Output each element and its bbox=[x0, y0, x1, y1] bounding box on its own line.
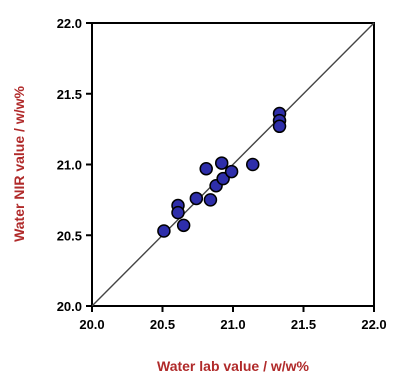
data-points bbox=[157, 106, 287, 238]
y-tick-label: 21.0 bbox=[57, 158, 82, 173]
y-tick-label: 20.5 bbox=[57, 228, 82, 243]
y-tick-label: 21.5 bbox=[57, 87, 82, 102]
x-axis-title: Water lab value / w/w% bbox=[157, 358, 310, 374]
x-tick-label: 22.0 bbox=[361, 317, 386, 332]
data-point bbox=[199, 161, 213, 176]
data-point bbox=[224, 164, 239, 179]
y-axis-ticks: 20.0 20.5 21.0 21.5 22.0 bbox=[57, 16, 92, 314]
data-point bbox=[171, 205, 185, 220]
data-point bbox=[203, 193, 218, 207]
y-tick-label: 22.0 bbox=[57, 16, 82, 31]
x-tick-label: 20.5 bbox=[150, 317, 175, 332]
reference-line bbox=[91, 22, 375, 307]
x-tick-label: 21.0 bbox=[220, 317, 245, 332]
data-point bbox=[245, 157, 260, 172]
data-point bbox=[216, 171, 230, 186]
x-axis-ticks: 20.0 20.5 21.0 21.5 22.0 bbox=[79, 306, 387, 332]
x-tick-label: 21.5 bbox=[291, 317, 316, 332]
data-point bbox=[272, 119, 287, 134]
y-axis-title: Water NIR value / w/w% bbox=[11, 86, 27, 242]
data-point bbox=[176, 218, 191, 233]
data-point bbox=[214, 156, 229, 170]
data-point bbox=[189, 191, 204, 206]
data-point bbox=[157, 224, 171, 238]
x-tick-label: 20.0 bbox=[79, 317, 104, 332]
y-tick-label: 20.0 bbox=[57, 299, 82, 314]
